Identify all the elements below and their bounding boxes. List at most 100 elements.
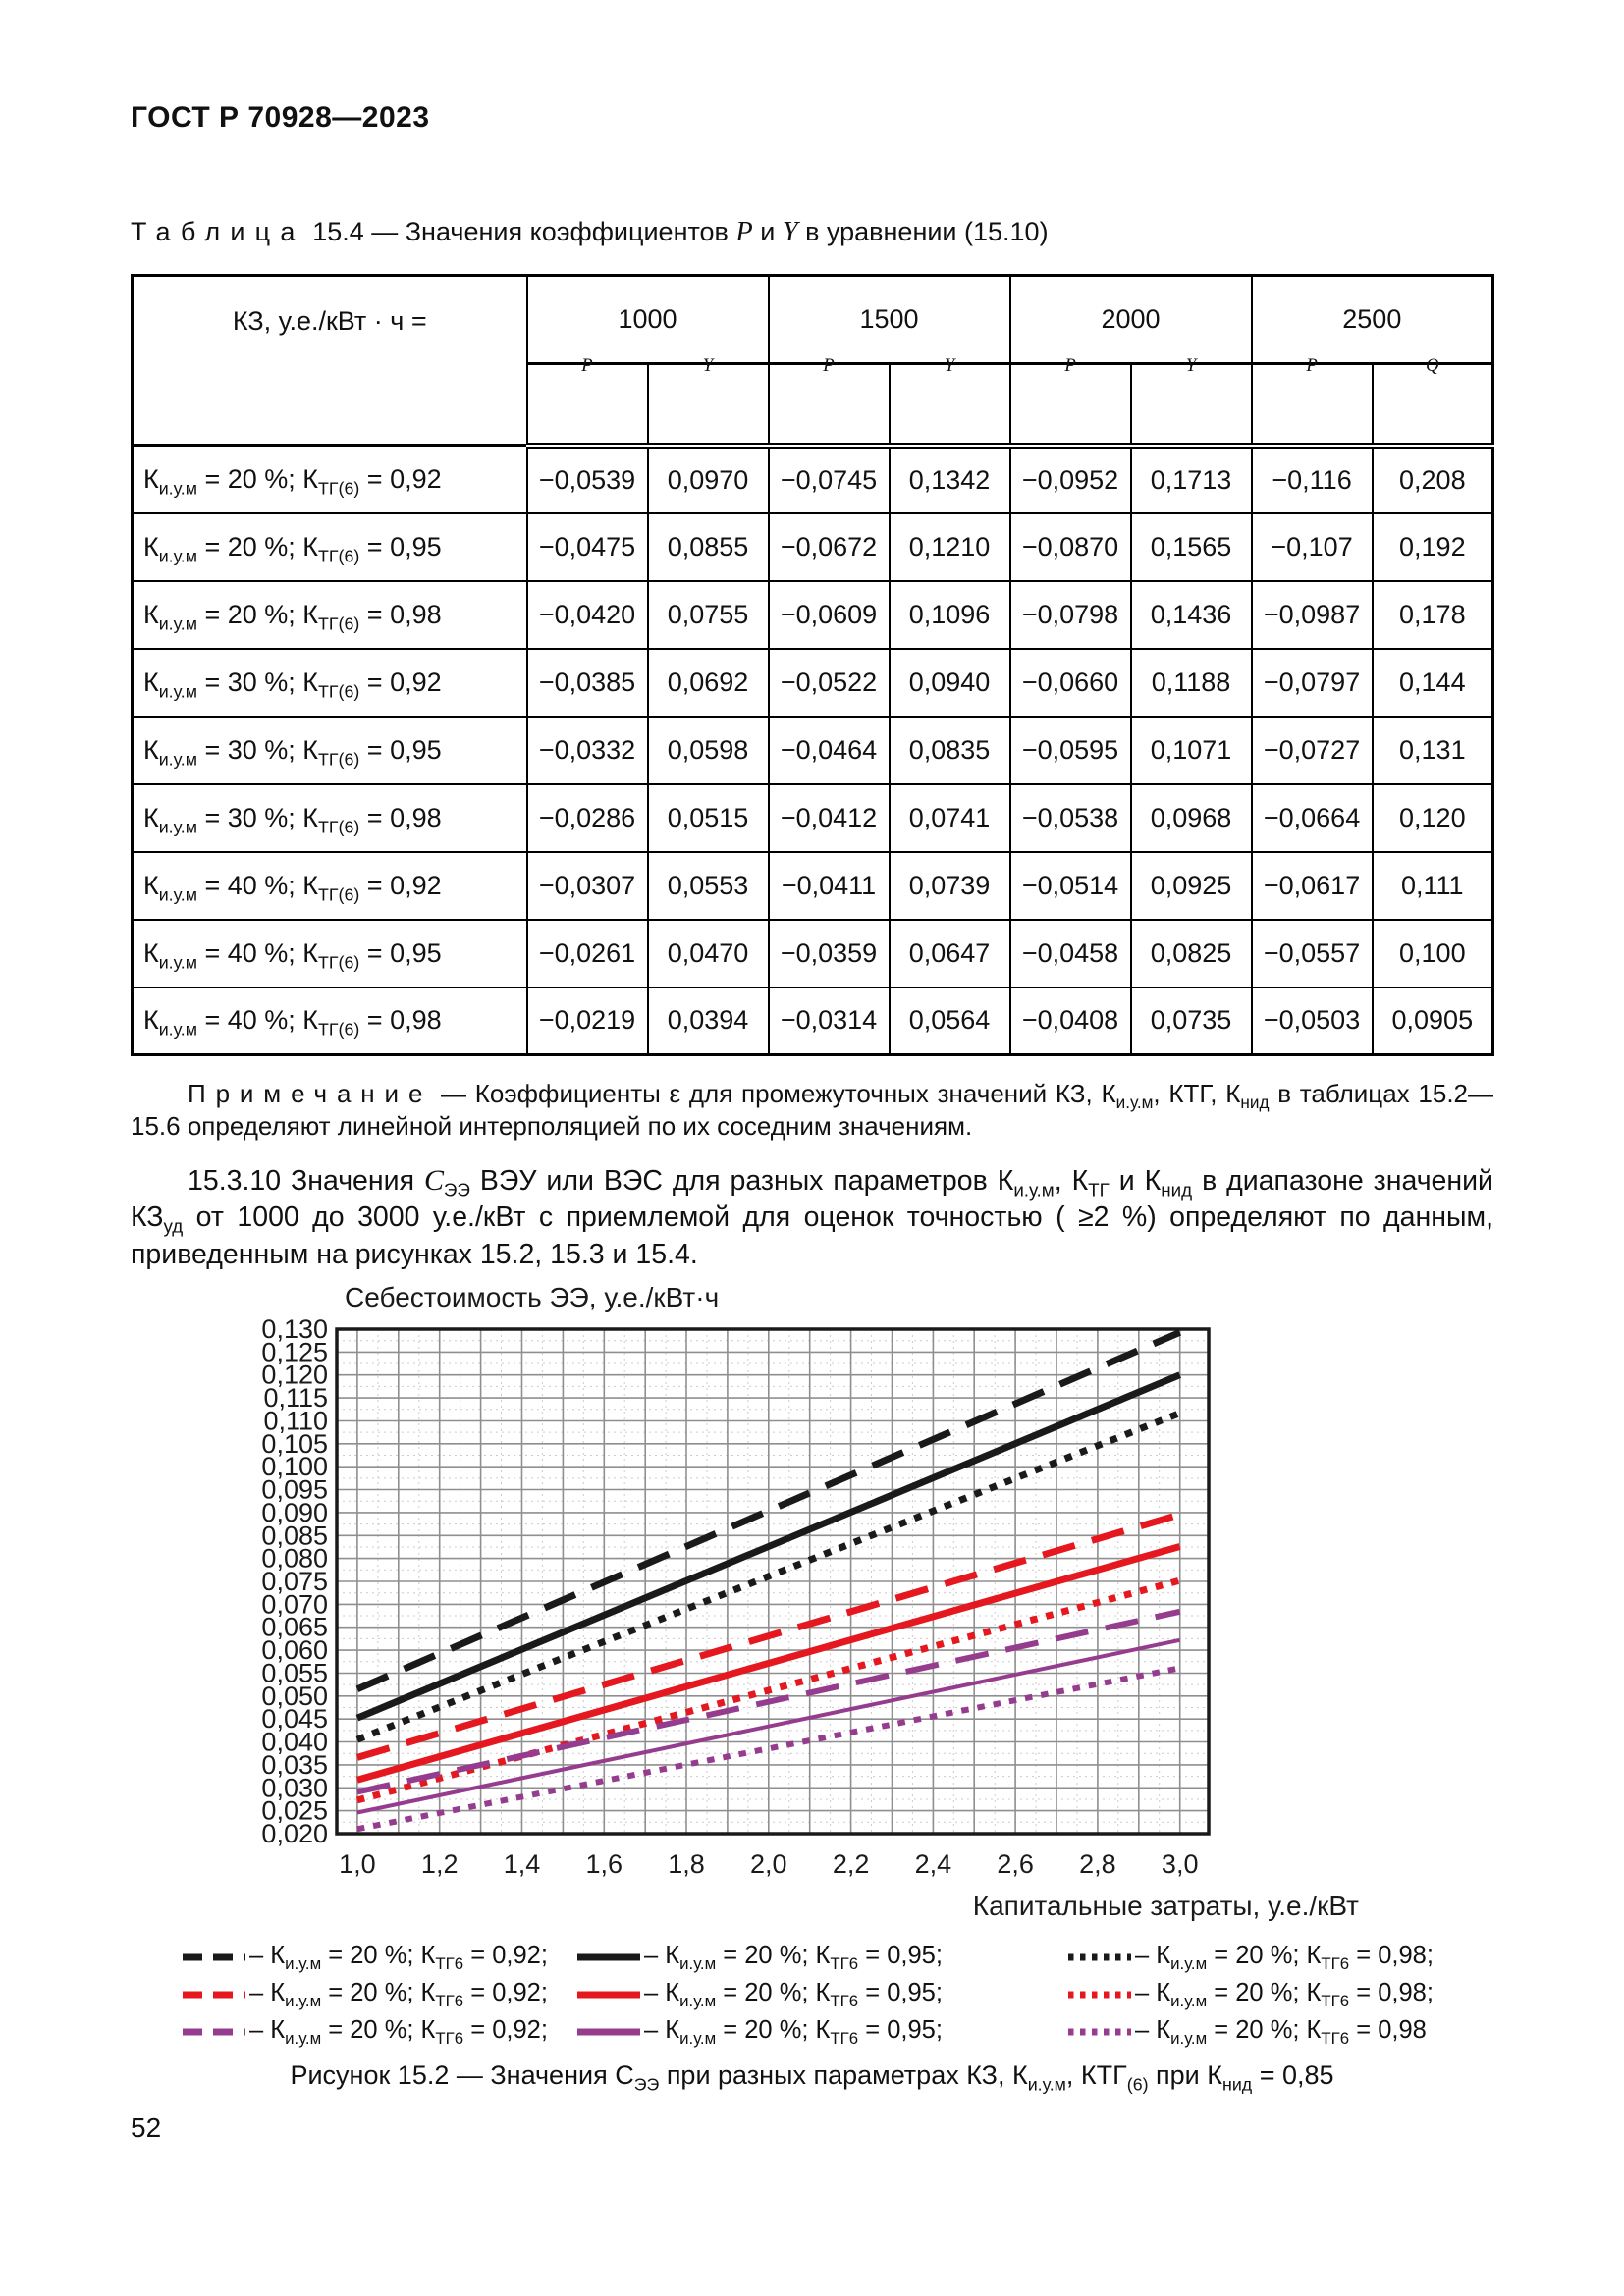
text-segment: = 40 %; К <box>196 937 318 968</box>
table-cell: 0,0515 <box>646 782 770 853</box>
table-cell: 0,1565 <box>1129 511 1253 582</box>
text-segment: = 0,95; <box>858 2016 943 2045</box>
table-group-header: 1500 <box>767 274 1011 365</box>
text-segment: – К <box>249 2016 286 2045</box>
text-segment: = 0,98 <box>359 599 442 629</box>
table-cell: −0,0538 <box>1008 782 1132 853</box>
table-cell: −0,0385 <box>525 647 649 718</box>
column-header-letter: Y <box>702 355 714 376</box>
text-segment: и.у.м <box>158 748 197 769</box>
legend-sample-line <box>183 1942 245 1970</box>
table-cell: −0,0458 <box>1008 918 1132 988</box>
table-cell: 0,0825 <box>1129 918 1253 988</box>
column-header-letter: Y <box>944 355 955 376</box>
table-row: Ки.у.м = 40 %; КТГ(6) = 0,95 −0,0261 0,047… <box>131 918 1494 988</box>
y-tick-label: 0,100 <box>261 1453 328 1482</box>
table-cell: −0,0595 <box>1008 715 1132 785</box>
y-tick-label: 0,080 <box>261 1544 328 1574</box>
table-cell: −0,0557 <box>1250 918 1374 988</box>
text-segment: = 0,95 <box>359 734 442 765</box>
table-cell: −0,0412 <box>767 782 891 853</box>
text-segment: = 20 %; К <box>716 1979 831 2007</box>
text-segment: = 20 %; К <box>196 463 318 494</box>
series-line <box>355 1543 1181 1785</box>
table-subcolumn-header: Y <box>888 356 1011 449</box>
text-segment: = 0,85 <box>1252 2060 1334 2091</box>
text-segment: ТГ(6) <box>318 680 360 701</box>
text-segment: ЭЭ <box>443 1179 470 1201</box>
note-paragraph: Примечание — Коэффициенты ε для промежут… <box>131 1078 1493 1144</box>
x-tick-label: 1,8 <box>668 1849 705 1879</box>
y-tick-label: 0,105 <box>261 1429 328 1459</box>
text-segment: = 20 %; К <box>716 1942 831 1970</box>
text-segment: ТГ(6) <box>318 883 360 904</box>
text-segment: и.у.м <box>1013 1179 1055 1201</box>
table-cell: 0,0739 <box>888 850 1011 921</box>
column-header-letter: P <box>1064 355 1076 376</box>
legend-entry: – Ки.у.м = 20 %; КТГ6 = 0,92; <box>183 1979 577 2009</box>
table-cell: 0,120 <box>1371 782 1494 853</box>
text-segment: К <box>143 937 159 968</box>
row-label: Ки.у.м = 40 %; КТГ(6) = 0,92 <box>131 850 528 921</box>
table-cell: −0,0609 <box>767 579 891 650</box>
text-segment: – К <box>249 1979 286 2007</box>
series-line <box>355 1329 1182 1693</box>
text-segment: = 0,95; <box>858 1942 943 1970</box>
table-subcolumn-header: Y <box>646 356 770 449</box>
table-row: Ки.у.м = 20 %; КТГ(6) = 0,98 −0,0420 0,075… <box>131 579 1494 650</box>
text-segment: , К <box>1054 1164 1089 1197</box>
text-segment: и.у.м <box>679 1992 717 2011</box>
table-cell: −0,0286 <box>525 782 649 853</box>
legend-entry: – Ки.у.м = 20 %; КТГ6 = 0,98; <box>1068 1942 1493 1972</box>
row-label: Ки.у.м = 30 %; КТГ(6) = 0,95 <box>131 715 528 785</box>
text-segment: – К <box>1135 1979 1171 2007</box>
text-segment: Y <box>782 217 798 247</box>
text-segment: , КТГ, К <box>1153 1079 1241 1108</box>
text-segment: = 40 %; К <box>196 870 318 900</box>
column-header-letter: Y <box>1185 355 1197 376</box>
table-cell: −0,107 <box>1250 511 1374 582</box>
chart-canvas: 0,130 0,125 0,120 0,115 0,110 0,105 0,100 0,095… <box>244 1275 1363 1940</box>
text-segment: ТГ6 <box>1321 2029 1350 2049</box>
table-cell: −0,0522 <box>767 647 891 718</box>
table-cell: 0,1713 <box>1129 444 1253 514</box>
text-segment: = 0,98; <box>1349 1979 1434 2007</box>
y-tick-label: 0,110 <box>263 1407 328 1436</box>
text-segment: при разных параметрах КЗ, К <box>659 2060 1028 2091</box>
y-tick-label: 0,045 <box>261 1705 328 1735</box>
text-segment: ВЭУ или ВЭС для разных параметров К <box>469 1164 1014 1197</box>
text-segment: = 20 %; К <box>1207 2016 1322 2045</box>
text-segment: – К <box>644 1979 680 2007</box>
y-tick-label: 0,055 <box>261 1659 328 1688</box>
legend-sample-line <box>1068 1979 1131 2007</box>
y-tick-label: 0,130 <box>261 1314 328 1344</box>
table-cell: −0,0727 <box>1250 715 1374 785</box>
table-cell: 0,0692 <box>646 647 770 718</box>
table-cell: 0,0855 <box>646 511 770 582</box>
table-corner-label: КЗ, у.е./кВт · ч = <box>131 274 528 447</box>
text-segment: и.у.м <box>285 2029 322 2049</box>
legend-entry-label: – Ки.у.м = 20 %; КТГ6 = 0,95; <box>644 1979 943 2011</box>
text-segment: = 20 %; К <box>1207 1979 1322 2007</box>
y-tick-label: 0,090 <box>261 1498 328 1527</box>
text-segment: 15.3.10 Значения <box>188 1164 424 1197</box>
table-subcolumn-header: P <box>1008 356 1132 449</box>
table-cell: 0,0647 <box>888 918 1011 988</box>
table-cell: −0,0987 <box>1250 579 1374 650</box>
series-line <box>356 1609 1181 1795</box>
table-row: Ки.у.м = 30 %; КТГ(6) = 0,92 −0,0385 0,069… <box>131 647 1494 718</box>
table-cell: −0,0307 <box>525 850 649 921</box>
table-group-header: 1000 <box>525 274 770 365</box>
page-number: 52 <box>131 2112 162 2144</box>
y-axis-title: Себестоимость ЭЭ, у.е./кВт·ч <box>345 1282 719 1312</box>
series-line <box>355 1511 1181 1762</box>
text-segment: ТГ(6) <box>318 951 360 972</box>
text-segment: ЭЭ <box>633 2074 660 2095</box>
table-group-header: 2500 <box>1250 274 1494 365</box>
chart-svg: 0,1300,1250,1200,1150,1100,1050,1000,095… <box>261 1282 1359 1921</box>
series-line <box>355 1410 1181 1743</box>
text-segment: в диапазоне значений КЗ <box>131 1164 1493 1234</box>
text-segment: нид <box>1222 2074 1253 2095</box>
table-cell: 0,0835 <box>888 715 1011 785</box>
